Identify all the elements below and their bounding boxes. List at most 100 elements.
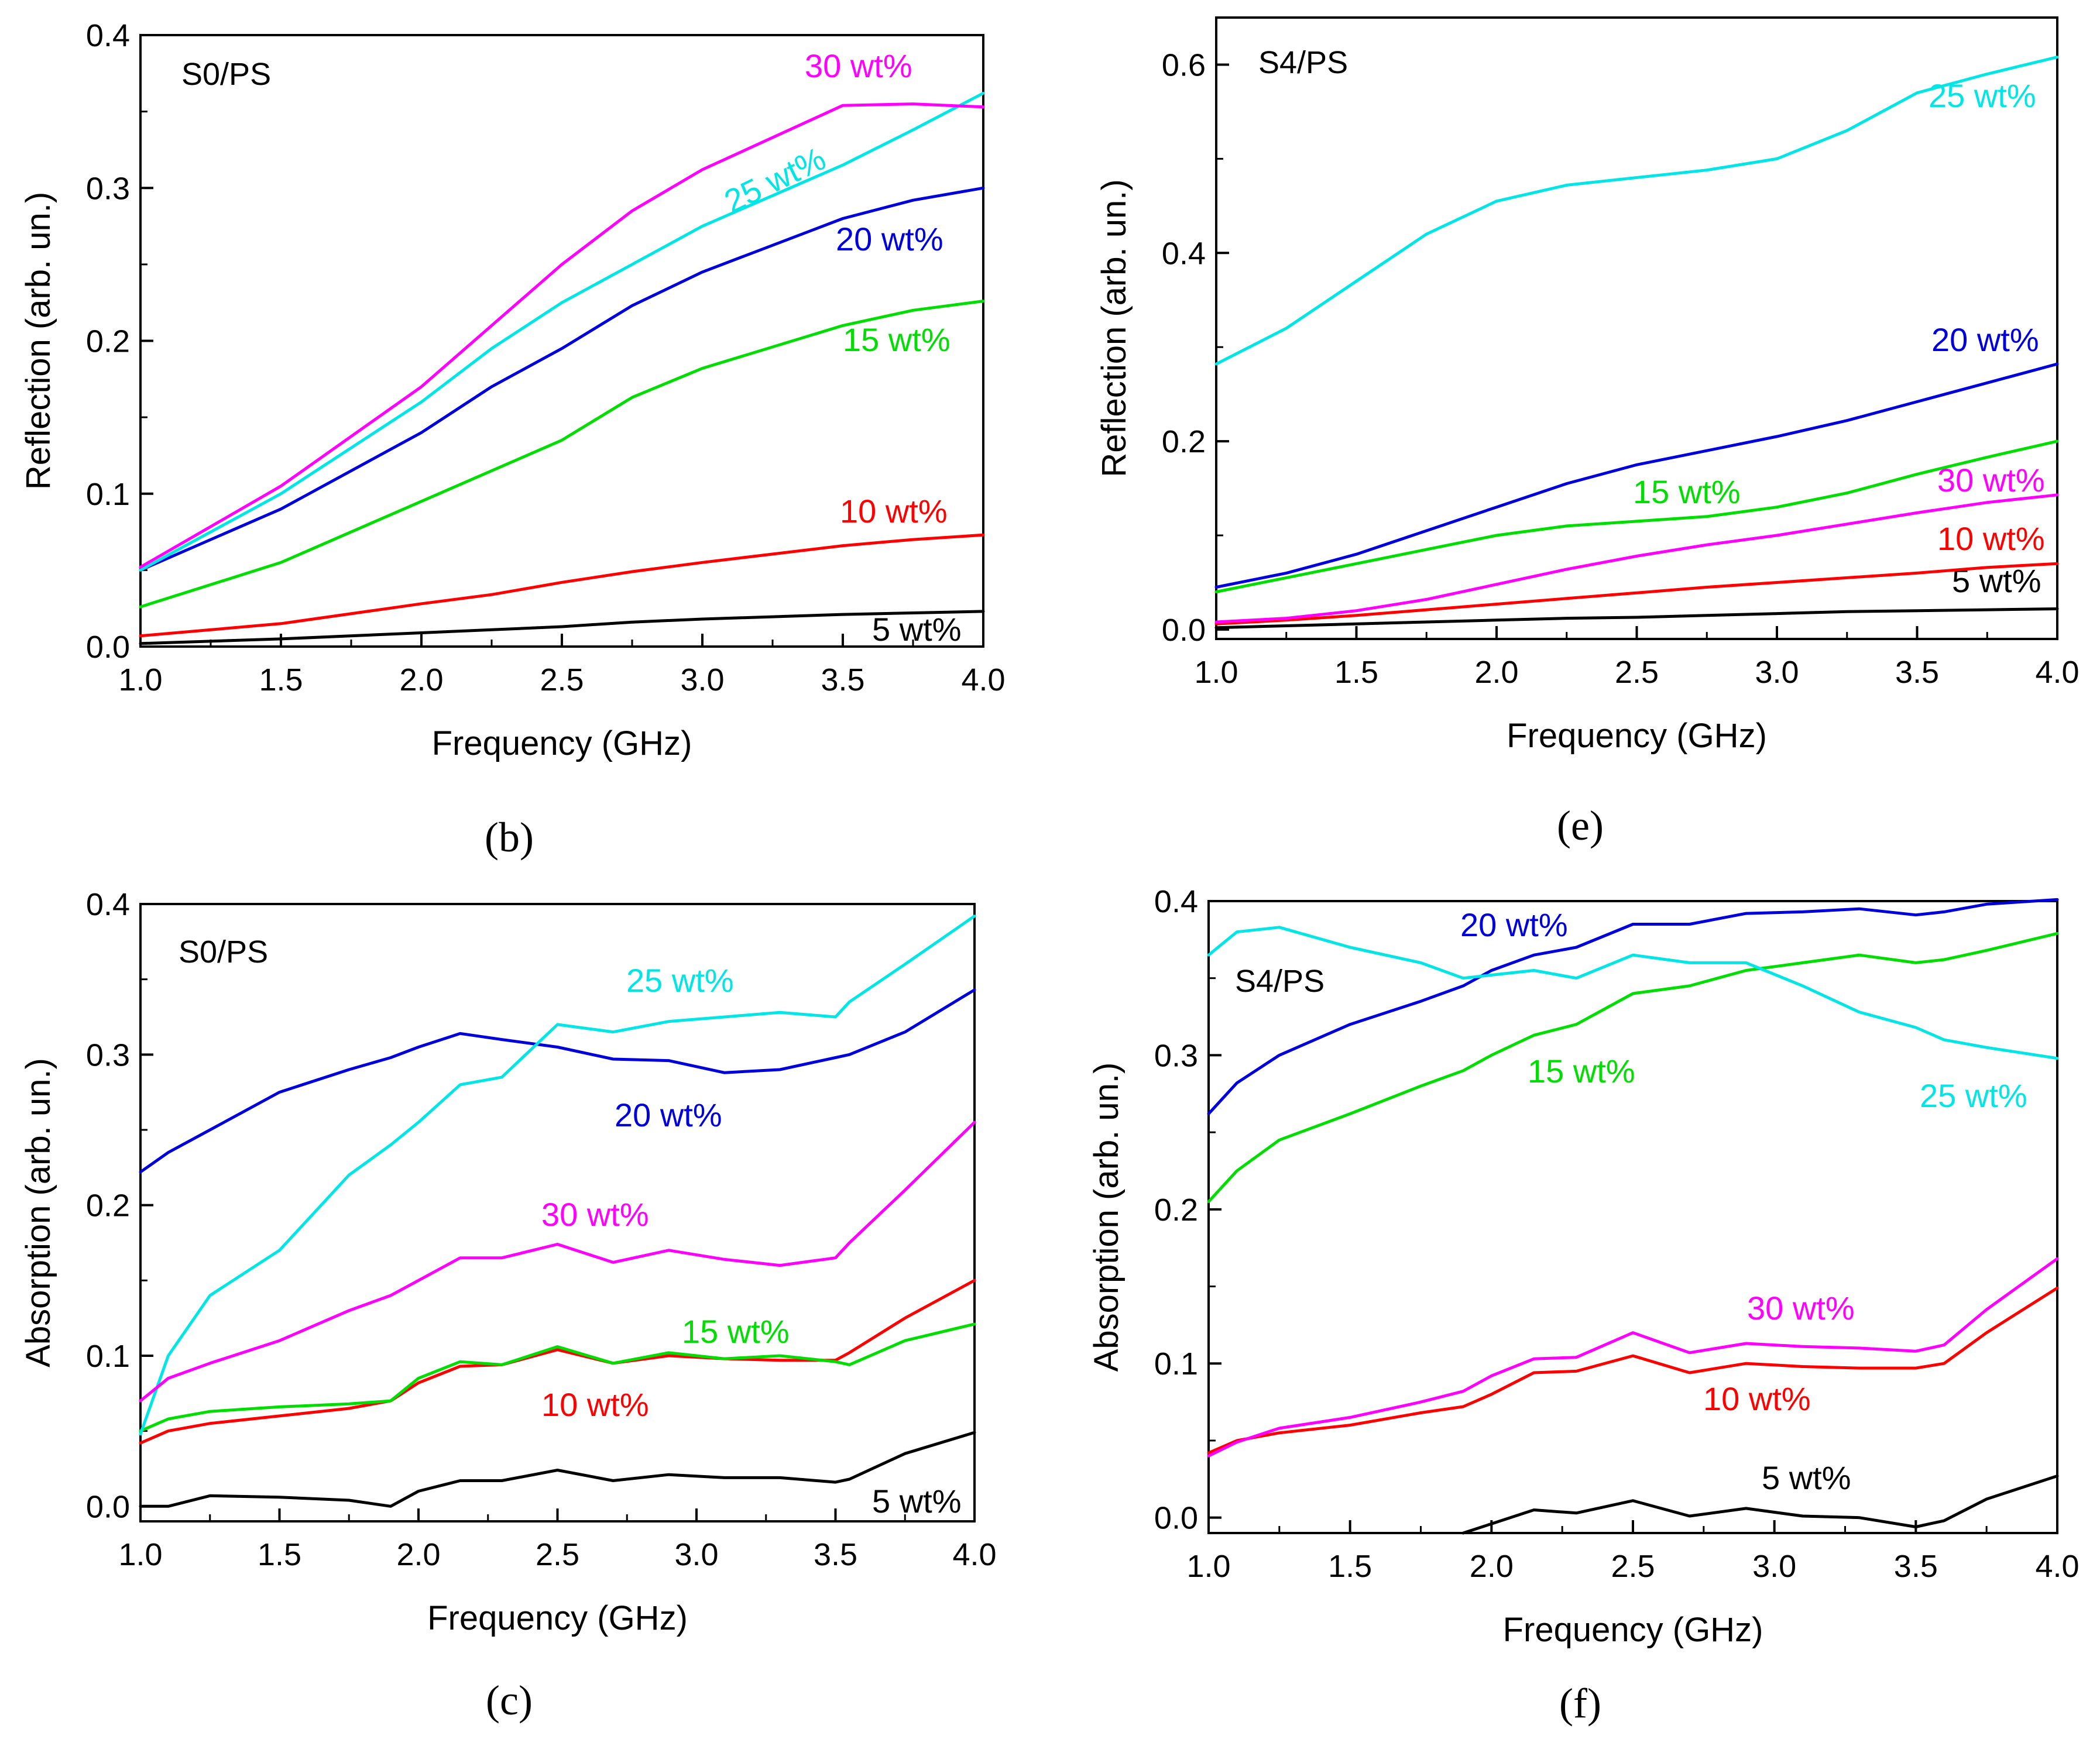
series-line-25wt [1207, 926, 2059, 1060]
series-line-15wt [139, 1322, 976, 1433]
x-tick-label: 2.0 [399, 662, 443, 697]
panel-letter: (c) [486, 1677, 533, 1724]
series-line-25wt [139, 915, 976, 1436]
sample-label: S0/PS [181, 57, 271, 92]
series-line-20wt [139, 988, 976, 1174]
y-axis-label: Absorption (arb. un.) [19, 1058, 57, 1367]
series-label: 20 wt% [1931, 321, 2039, 358]
y-tick-label: 0.2 [86, 324, 130, 359]
series-line-30wt [1214, 493, 2059, 624]
x-tick-label: 1.0 [1186, 1549, 1230, 1584]
y-tick-label: 0.4 [86, 887, 130, 922]
series-label: 15 wt% [682, 1313, 790, 1350]
y-tick-label: 0.6 [1162, 47, 1206, 83]
series-line-15wt [1214, 439, 2059, 593]
sample-label: S0/PS [179, 934, 268, 970]
y-tick-label: 0.3 [1154, 1038, 1198, 1073]
series-line-25wt [1214, 56, 2059, 366]
chart-panel-c: 1.0 1.5 2.0 2.5 3.0 3.5 4.0 0.0 0.1 0.2 0.3 0.4 Freq… [19, 887, 997, 1724]
series-label: 30 wt% [1747, 1290, 1855, 1326]
series-label: 20 wt% [615, 1097, 722, 1133]
series-label: 25 wt% [1929, 77, 2036, 114]
series-label: 20 wt% [1460, 906, 1568, 943]
y-tick-label: 0.4 [1162, 236, 1206, 271]
y-axis-label: Reflection (arb. un.) [1095, 179, 1133, 477]
sample-label: S4/PS [1258, 45, 1348, 80]
series-label: 30 wt% [1937, 462, 2045, 499]
x-tick-label: 2.5 [540, 662, 584, 697]
series-label: 5 wt% [872, 611, 962, 648]
series-line-5wt [139, 610, 985, 645]
series-line-10wt [1207, 1286, 2059, 1455]
sample-label: S4/PS [1235, 964, 1324, 999]
series-line-30wt [1207, 1257, 2059, 1458]
x-tick-label: 1.5 [258, 1537, 301, 1572]
x-axis-label: Frequency (GHz) [432, 724, 692, 762]
series-label: 5 wt% [872, 1483, 962, 1520]
series-line-20wt [1214, 362, 2059, 589]
y-tick-label: 0.2 [1162, 424, 1206, 459]
x-tick-label: 1.5 [259, 662, 303, 697]
panel-letter: (f) [1559, 1680, 1601, 1727]
series-label: 10 wt% [840, 493, 948, 530]
x-axis-label: Frequency (GHz) [1503, 1611, 1763, 1649]
x-axis-label: Frequency (GHz) [1507, 717, 1767, 755]
x-tick-label: 3.5 [814, 1537, 857, 1572]
x-tick-label: 3.5 [1895, 655, 1939, 690]
series-line-20wt [1207, 898, 2059, 1115]
series-line-25wt [139, 91, 985, 572]
series-label: 30 wt% [805, 47, 912, 84]
x-tick-label: 2.5 [1615, 655, 1659, 690]
x-tick-label: 2.5 [536, 1537, 579, 1572]
series-line-5wt [139, 1431, 976, 1508]
series-line-15wt [1207, 932, 2059, 1204]
y-tick-label: 0.4 [1154, 884, 1198, 919]
y-axis-label: Absorption (arb. un.) [1087, 1063, 1126, 1372]
x-tick-label: 4.0 [952, 1537, 996, 1572]
y-tick-label: 0.0 [86, 1489, 130, 1524]
series-label: 10 wt% [1703, 1380, 1811, 1417]
x-tick-label: 3.0 [674, 1537, 718, 1572]
x-axis-label: Frequency (GHz) [427, 1599, 688, 1637]
series-line-30wt [139, 1121, 976, 1403]
series-line-30wt [139, 102, 985, 569]
y-tick-label: 0.0 [86, 630, 130, 665]
y-tick-label: 0.1 [86, 1339, 130, 1374]
x-tick-label: 3.0 [1755, 655, 1799, 690]
x-tick-label: 1.5 [1328, 1549, 1372, 1584]
x-tick-label: 3.0 [1752, 1549, 1796, 1584]
x-tick-label: 3.0 [680, 662, 724, 697]
series-line-10wt [139, 533, 985, 638]
y-tick-label: 0.4 [86, 18, 130, 53]
series-label: 10 wt% [1937, 520, 2045, 557]
series-line-5wt [1214, 607, 2059, 630]
x-tick-label: 2.0 [396, 1537, 440, 1572]
y-tick-label: 0.0 [1162, 613, 1206, 648]
x-tick-label: 1.0 [118, 1537, 162, 1572]
y-tick-label: 0.1 [86, 477, 130, 512]
x-tick-label: 4.0 [961, 662, 1005, 697]
series-label: 10 wt% [541, 1386, 649, 1423]
y-tick-label: 0.1 [1154, 1346, 1198, 1381]
y-tick-label: 0.2 [1154, 1192, 1198, 1228]
panel-letter: (e) [1557, 802, 1604, 849]
chart-panel-f: 1.0 1.5 2.0 2.5 3.0 3.5 4.0 0.0 0.1 0.2 0.3 0.4 Freq… [1087, 884, 2080, 1727]
x-tick-label: 4.0 [2035, 655, 2079, 690]
series-line-15wt [139, 300, 985, 609]
series-line-20wt [139, 186, 985, 572]
panel-letter: (b) [485, 814, 534, 861]
chart-panel-b: 1.0 1.5 2.0 2.5 3.0 3.5 4.0 0.0 0.1 0.2 0.3 0.4 Freq… [19, 18, 1006, 861]
x-tick-label: 3.5 [1894, 1549, 1938, 1584]
series-label: 15 wt% [843, 321, 951, 358]
series-label: 30 wt% [541, 1196, 649, 1233]
series-label: 25 wt% [626, 962, 734, 999]
series-line-5wt [1461, 1475, 2059, 1535]
y-tick-label: 0.3 [86, 1037, 130, 1073]
y-tick-label: 0.0 [1154, 1501, 1198, 1536]
series-label: 15 wt% [1633, 473, 1741, 510]
x-tick-label: 1.5 [1334, 655, 1378, 690]
y-axis-label: Reflection (arb. un.) [19, 192, 57, 490]
series-label: 25 wt% [1920, 1077, 2027, 1114]
